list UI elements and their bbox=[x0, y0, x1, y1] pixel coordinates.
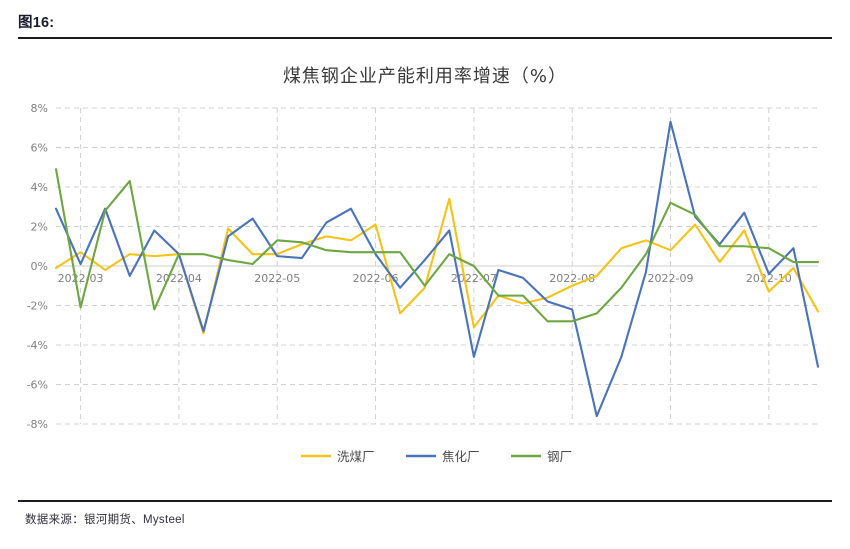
x-axis-labels: 2022-03 2022-04 2022-05 2022-06 2022-07 2022-… bbox=[58, 272, 792, 285]
legend-label: 焦化厂 bbox=[442, 449, 480, 464]
y-axis-tick-label: -2% bbox=[27, 300, 48, 313]
y-axis-tick-label: 0% bbox=[31, 260, 48, 273]
y-axis-tick-label: -4% bbox=[27, 339, 48, 352]
figure-label: 图16: bbox=[18, 15, 55, 31]
x-axis-tick-label: 2022-03 bbox=[58, 272, 104, 285]
y-axis-labels: 8% 6% 4% 2% 0% -2% -4% -6% -8% bbox=[27, 102, 48, 431]
series-lines bbox=[54, 120, 820, 418]
series-line-焦化厂 bbox=[54, 120, 820, 418]
figure-header: 图16: bbox=[18, 14, 832, 44]
y-axis-tick-label: 2% bbox=[31, 221, 48, 234]
legend-label: 洗煤厂 bbox=[337, 449, 375, 464]
legend-label: 钢厂 bbox=[547, 449, 572, 464]
header-divider bbox=[18, 37, 832, 40]
x-axis-tick-label: 2022-04 bbox=[156, 272, 202, 285]
x-axis-tick-label: 2022-07 bbox=[451, 272, 497, 285]
chart-container: 煤焦钢企业产能利用率增速（%） 8% 6% 4% 2% 0% -2% -4% -6% -8% 2… bbox=[18, 46, 832, 489]
footer-divider bbox=[18, 500, 832, 503]
y-axis-tick-label: 4% bbox=[31, 181, 48, 194]
chart-legend: 洗煤厂 焦化厂 钢厂 bbox=[301, 449, 572, 464]
y-axis-tick-label: 8% bbox=[31, 102, 48, 115]
line-chart: 8%6%4%2%0%-2%-4%-6%-8% 2022-03 2022-04 202… bbox=[27, 102, 820, 464]
x-axis-tick-label: 2022-06 bbox=[353, 272, 399, 285]
source-note: 数据来源：银河期货、Mysteel bbox=[25, 514, 185, 526]
y-axis-tick-label: 6% bbox=[31, 142, 48, 155]
x-axis-tick-label: 2022-09 bbox=[648, 272, 694, 285]
grid-lines bbox=[56, 107, 818, 425]
y-axis-tick-label: -6% bbox=[27, 379, 48, 392]
chart-title: 煤焦钢企业产能利用率增速（%） bbox=[282, 66, 568, 87]
series-line-钢厂 bbox=[54, 168, 820, 323]
y-axis-tick-label: -8% bbox=[27, 418, 48, 431]
x-axis-tick-label: 2022-05 bbox=[254, 272, 300, 285]
